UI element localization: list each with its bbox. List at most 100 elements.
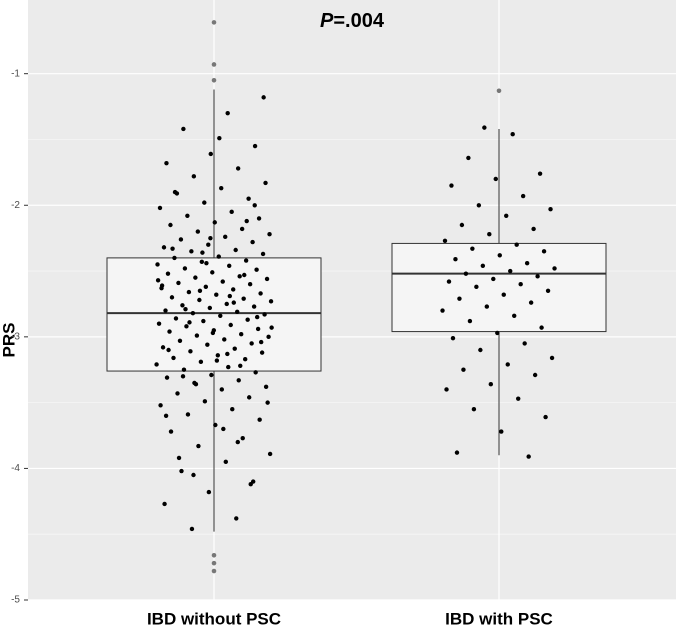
point — [250, 239, 255, 245]
point — [225, 110, 230, 116]
point — [168, 222, 173, 228]
point — [266, 334, 271, 340]
point — [268, 299, 274, 304]
point — [167, 329, 172, 334]
point — [484, 304, 490, 309]
point — [235, 309, 240, 315]
point — [155, 262, 160, 267]
annotation-text: =.004 — [333, 10, 384, 32]
point — [217, 135, 222, 141]
point — [223, 459, 229, 465]
point — [222, 337, 227, 342]
y-axis-label: PRS — [0, 323, 18, 358]
point — [195, 229, 201, 234]
point — [537, 171, 543, 176]
point — [476, 203, 482, 208]
point — [185, 213, 190, 218]
point — [202, 399, 208, 404]
point — [522, 341, 527, 346]
point — [514, 242, 519, 247]
point — [196, 443, 201, 449]
point — [252, 143, 258, 149]
point — [198, 359, 204, 365]
point — [450, 335, 456, 341]
point — [549, 355, 555, 361]
point — [262, 312, 267, 317]
point — [474, 284, 479, 290]
point — [229, 209, 234, 215]
point — [516, 396, 521, 401]
point — [189, 249, 194, 254]
point — [172, 189, 178, 195]
point — [206, 489, 212, 495]
point — [182, 266, 188, 271]
point — [164, 160, 169, 166]
point — [168, 429, 174, 434]
point — [552, 266, 557, 271]
point — [230, 407, 235, 412]
point — [163, 308, 168, 313]
point — [256, 216, 262, 221]
point — [177, 338, 183, 343]
point — [181, 126, 186, 132]
point — [158, 403, 163, 408]
point — [197, 288, 203, 293]
point — [155, 278, 161, 283]
point — [508, 268, 513, 274]
marks — [106, 20, 607, 574]
point — [269, 325, 274, 330]
point — [181, 367, 187, 372]
point — [459, 222, 465, 228]
point — [187, 320, 192, 325]
annotation-italic: P — [320, 10, 334, 32]
point — [228, 322, 233, 328]
point — [206, 242, 211, 247]
point — [241, 296, 246, 301]
point — [457, 296, 462, 301]
point — [219, 387, 225, 392]
point — [244, 218, 249, 224]
point — [162, 501, 167, 507]
point — [178, 237, 184, 242]
point — [499, 429, 504, 434]
point — [190, 310, 196, 316]
point — [208, 151, 213, 157]
point — [440, 308, 445, 313]
point — [248, 482, 253, 487]
outlier — [496, 88, 502, 94]
point — [216, 254, 221, 259]
point — [226, 364, 231, 370]
point — [261, 95, 266, 100]
point — [258, 339, 264, 345]
point — [172, 255, 177, 261]
point — [185, 412, 191, 417]
point — [161, 245, 167, 250]
point — [265, 400, 270, 405]
point — [218, 313, 223, 318]
point — [267, 451, 273, 457]
point — [199, 259, 205, 265]
y-tick-label: -2 — [11, 200, 20, 211]
point — [242, 357, 248, 362]
point — [170, 246, 175, 251]
point — [249, 341, 254, 346]
point — [504, 213, 509, 218]
point — [252, 203, 257, 208]
point — [495, 330, 500, 336]
point — [526, 454, 531, 459]
point — [247, 282, 253, 287]
point — [213, 422, 218, 428]
point — [243, 258, 249, 263]
point — [246, 196, 251, 201]
point — [254, 267, 259, 272]
point — [541, 249, 547, 254]
point — [204, 260, 209, 266]
x-tick-label: IBD without PSC — [147, 609, 281, 628]
point — [501, 292, 506, 297]
point — [524, 260, 530, 266]
y-tick-label: -1 — [11, 68, 20, 79]
point — [235, 439, 240, 445]
point — [520, 193, 526, 199]
point — [225, 351, 230, 357]
point — [214, 292, 219, 297]
